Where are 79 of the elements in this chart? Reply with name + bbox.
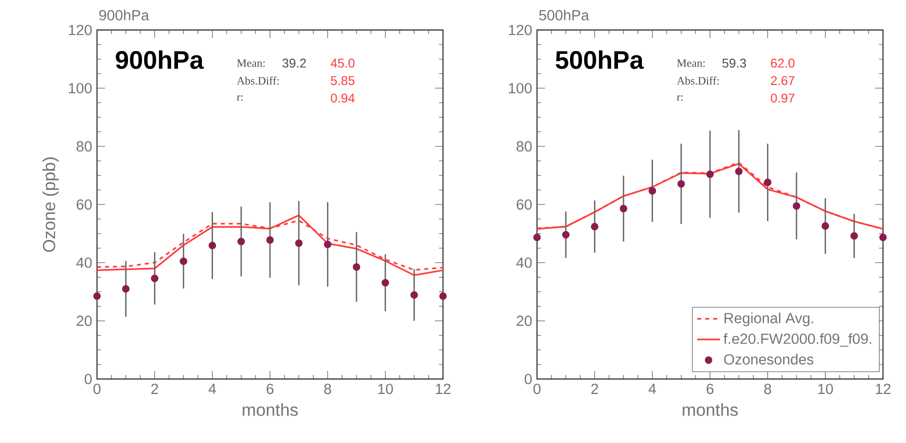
annotation: Mean:: [236, 59, 265, 67]
point: [879, 234, 887, 242]
legend-label: Ozonesondes: [724, 354, 814, 365]
point: [590, 222, 598, 230]
point: [850, 232, 858, 240]
y-tick-label: 60: [516, 199, 532, 210]
annotation: Mean:: [676, 59, 705, 67]
y-tick-label: 0: [524, 374, 532, 384]
point: [706, 170, 714, 178]
x-tick-label: 8: [324, 384, 332, 394]
x-tick-label: 0: [93, 384, 100, 394]
x-tick-label: 2: [151, 384, 158, 394]
x-tick-label: 12: [436, 384, 450, 394]
point: [620, 204, 628, 212]
y-tick-label: 80: [76, 141, 92, 152]
chart-title: 900hPa: [99, 10, 150, 20]
x-tick-label: 12: [876, 384, 890, 394]
point: [208, 242, 216, 250]
annotation: 500hPa: [556, 50, 644, 69]
y-tick-label: 20: [516, 316, 532, 326]
annotation: 5.85: [330, 76, 354, 86]
y-tick-label: 100: [508, 82, 532, 94]
point: [150, 274, 158, 282]
legend-label: f.e20.FW2000.f09_f09.: [724, 333, 872, 347]
point: [122, 285, 130, 293]
x-tick-label: 4: [208, 384, 216, 394]
line-series: [96, 214, 444, 276]
annotation: Abs.Diff:: [676, 76, 719, 85]
annotation: 0.97: [770, 94, 794, 103]
point: [562, 231, 570, 238]
point: [735, 168, 743, 176]
annotation: 2.67: [770, 76, 794, 86]
point: [295, 239, 303, 247]
y-tick-label: 120: [68, 24, 92, 36]
y-tick-label: 100: [68, 82, 92, 94]
point: [410, 291, 418, 299]
chart-title: 500hPa: [539, 10, 590, 20]
annotation: 0.94: [330, 94, 355, 103]
point: [439, 292, 447, 300]
point: [822, 222, 830, 230]
y-tick-label: 0: [84, 374, 92, 384]
annotation: 39.2: [282, 58, 306, 68]
y-tick-label: 80: [516, 141, 532, 152]
point: [352, 263, 360, 271]
annotation: 900hPa: [116, 50, 204, 69]
y-tick-label: 60: [76, 199, 92, 210]
x-tick-label: 4: [648, 384, 656, 394]
annotation: 62.0: [770, 58, 794, 68]
x-tick-label: 8: [764, 384, 772, 394]
x-tick-label: 0: [533, 384, 540, 394]
x-tick-label: 10: [378, 384, 393, 394]
x-tick-label: 6: [706, 384, 714, 394]
y-axis-title: Ozone (ppb): [42, 157, 59, 252]
point: [93, 292, 101, 300]
point: [237, 238, 245, 246]
point: [382, 278, 390, 286]
annotation: Abs.Diff:: [236, 76, 279, 85]
annotation: 59.3: [722, 58, 746, 68]
y-tick-label: 20: [76, 316, 92, 326]
y-tick-label: 40: [76, 257, 92, 268]
point: [677, 180, 685, 188]
y-tick-label: 120: [508, 24, 532, 36]
annotation: r:: [236, 95, 243, 101]
point: [533, 234, 541, 242]
point: [324, 240, 332, 248]
x-tick-label: 2: [591, 384, 598, 394]
x-tick-label: 6: [266, 384, 274, 394]
y-tick-label: 40: [516, 257, 532, 268]
x-tick-label: 10: [818, 384, 833, 394]
annotation: r:: [676, 95, 683, 101]
point: [648, 187, 656, 195]
point: [792, 202, 800, 210]
legend-label: Regional Avg.: [724, 312, 814, 326]
point: [180, 257, 188, 265]
x-axis-title: months: [242, 403, 298, 416]
point: [266, 236, 274, 244]
x-axis-title: months: [682, 403, 738, 416]
point: [764, 178, 772, 186]
annotation: 45.0: [330, 58, 354, 68]
